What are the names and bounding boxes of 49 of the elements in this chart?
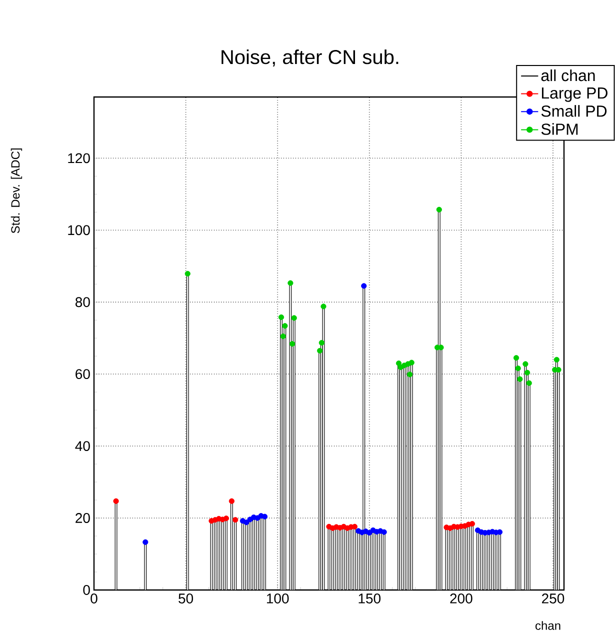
x-tick-label: 100	[266, 594, 289, 604]
legend-label: SiPM	[541, 123, 578, 135]
y-tick-label: 100	[68, 225, 90, 236]
point	[289, 341, 296, 347]
point	[320, 304, 326, 310]
point	[142, 539, 148, 545]
point	[361, 283, 367, 289]
y-axis-title: Std. Dev. [ADC]	[10, 148, 22, 234]
y-tick-label: 120	[68, 153, 90, 164]
y-tick-label: 60	[76, 369, 90, 380]
y-tick-label: 0	[83, 585, 90, 595]
point	[515, 366, 521, 372]
point	[280, 334, 286, 340]
point	[113, 498, 119, 504]
point	[513, 355, 520, 361]
y-tick-label: 20	[76, 513, 90, 523]
point	[228, 498, 234, 504]
point	[291, 315, 297, 321]
legend-label: Small PD	[541, 105, 607, 117]
point	[223, 516, 229, 522]
point	[282, 323, 288, 329]
y-tick-label: 80	[76, 297, 90, 308]
point	[244, 520, 250, 526]
point	[522, 361, 528, 367]
chart-title: Noise, after CN sub.	[222, 49, 398, 67]
x-tick-label: 0	[90, 594, 98, 604]
point	[524, 370, 530, 376]
point	[317, 348, 323, 354]
point	[554, 356, 560, 362]
point	[517, 376, 523, 382]
point	[526, 380, 532, 386]
x-tick-label: 150	[358, 594, 381, 604]
point	[381, 529, 387, 535]
x-tick-label: 200	[450, 594, 472, 604]
x-tick-label: 50	[178, 594, 194, 604]
y-tick-label: 40	[75, 441, 90, 452]
x-tick-label: 250	[542, 594, 564, 604]
point	[288, 280, 294, 286]
legend-label: all chan	[541, 69, 595, 82]
point	[232, 517, 238, 523]
point	[436, 206, 442, 212]
point	[408, 360, 414, 366]
legend-label: Large PD	[542, 88, 608, 102]
point	[469, 520, 475, 527]
point	[278, 314, 284, 320]
point	[318, 340, 324, 346]
point	[184, 270, 190, 276]
x-axis-title: chan	[536, 621, 560, 630]
point	[406, 372, 413, 378]
